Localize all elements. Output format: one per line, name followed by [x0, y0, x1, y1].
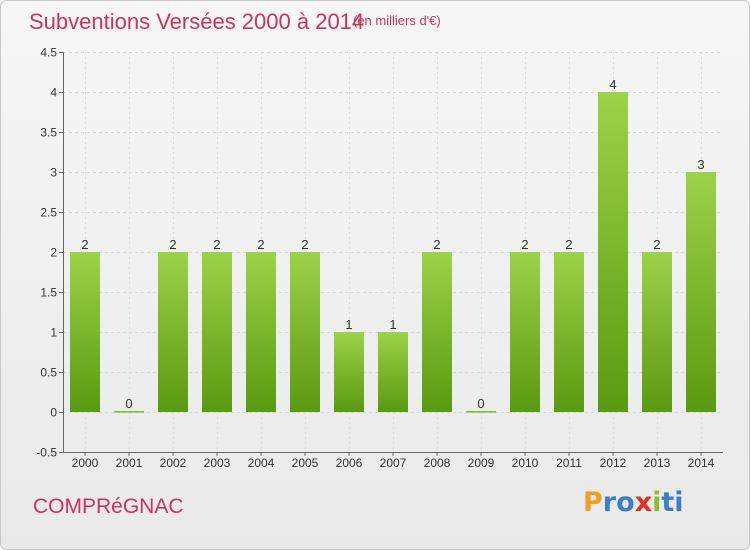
bar — [246, 252, 276, 412]
x-tick-label: 2000 — [72, 456, 99, 470]
logo-letter: P — [583, 487, 603, 518]
data-label: 2 — [301, 237, 308, 252]
y-tick-label: 3.5 — [40, 126, 57, 140]
data-label: 2 — [521, 237, 528, 252]
y-tick-label: 1.5 — [40, 286, 57, 300]
bar — [642, 252, 672, 412]
data-label: 2 — [653, 237, 660, 252]
data-label: 2 — [257, 237, 264, 252]
bar — [378, 332, 408, 412]
data-label: 2 — [81, 237, 88, 252]
logo-letter: r — [602, 487, 617, 518]
data-label: 2 — [565, 237, 572, 252]
logo-letter: x — [634, 487, 653, 518]
bar — [510, 252, 540, 412]
data-label: 1 — [345, 317, 352, 332]
labels: -0.5 0 0.5 1 1.5 2 2.5 3 3.5 4 4.5 2 2000 0 2001 2 2002 2… — [36, 46, 714, 471]
x-tick-label: 2003 — [204, 456, 231, 470]
y-tick-label: 4.5 — [40, 46, 57, 60]
data-label: 3 — [697, 157, 704, 172]
bar — [686, 172, 716, 412]
logo-letter: i — [652, 487, 662, 518]
x-tick-label: 2004 — [248, 456, 275, 470]
y-tick-label: 2.5 — [40, 206, 57, 220]
x-tick-label: 2007 — [380, 456, 407, 470]
data-label: 2 — [169, 237, 176, 252]
logo-letter: o — [616, 487, 635, 518]
bar — [466, 411, 496, 413]
y-tick-label: 2 — [50, 246, 57, 260]
bar — [114, 411, 144, 413]
y-tick-label: 0.5 — [40, 366, 57, 380]
chart-title: Subventions Versées 2000 à 2014 — [29, 9, 365, 34]
x-tick-label: 2012 — [600, 456, 627, 470]
y-tick-label: 4 — [50, 86, 57, 100]
x-tick-label: 2002 — [160, 456, 187, 470]
bar — [422, 252, 452, 412]
bar — [598, 92, 628, 412]
commune-name: COMPRéGNAC — [33, 495, 184, 518]
axes — [59, 52, 723, 456]
x-tick-label: 2014 — [688, 456, 715, 470]
x-tick-label: 2010 — [512, 456, 539, 470]
y-tick-label: 0 — [50, 406, 57, 420]
data-label: 4 — [609, 77, 616, 92]
bars — [70, 92, 716, 413]
data-label: 0 — [125, 396, 132, 411]
chart-unit-subtitle: (en milliers d'€) — [353, 13, 441, 28]
bar — [290, 252, 320, 412]
bar — [202, 252, 232, 412]
data-label: 0 — [477, 396, 484, 411]
y-tick-label: -0.5 — [36, 446, 57, 460]
x-tick-label: 2011 — [556, 456, 582, 470]
bar — [158, 252, 188, 412]
x-tick-label: 2008 — [424, 456, 451, 470]
bar — [554, 252, 584, 412]
x-tick-label: 2009 — [468, 456, 495, 470]
y-tick-label: 3 — [50, 166, 57, 180]
x-tick-label: 2005 — [292, 456, 319, 470]
proxiti-logo: Proxiti — [583, 487, 684, 518]
data-label: 1 — [389, 317, 396, 332]
x-tick-label: 2013 — [644, 456, 671, 470]
x-tick-label: 2001 — [116, 456, 143, 470]
x-tick-label: 2006 — [336, 456, 363, 470]
data-label: 2 — [213, 237, 220, 252]
data-label: 2 — [433, 237, 440, 252]
bar — [70, 252, 100, 412]
logo-letter: t — [661, 487, 675, 518]
bar — [334, 332, 364, 412]
logo-letter: i — [674, 487, 684, 518]
y-tick-label: 1 — [50, 326, 57, 340]
